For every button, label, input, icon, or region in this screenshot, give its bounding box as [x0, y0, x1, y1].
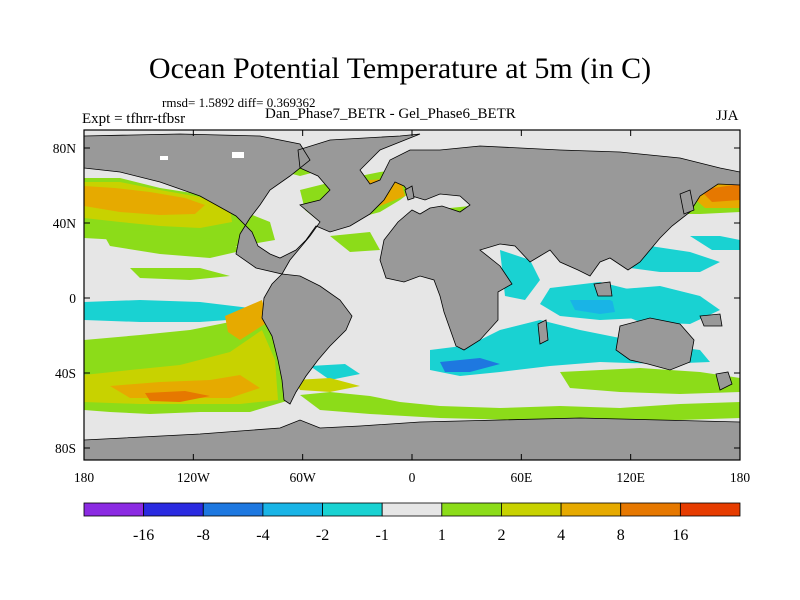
x-tick-label: 180 — [730, 470, 751, 485]
land-antarctica — [84, 417, 740, 460]
y-tick-label: 40S — [55, 366, 76, 381]
x-tick-label: 180 — [74, 470, 95, 485]
anomaly-spac-orange — [110, 375, 260, 398]
y-tick-label: 80S — [55, 441, 76, 456]
land-australia — [615, 317, 695, 371]
season-label: JJA — [716, 108, 739, 124]
anomaly-npac-orange — [84, 186, 205, 215]
colorbar-swatch — [679, 502, 741, 517]
colorbar-swatch — [501, 502, 562, 517]
colorbar-swatch — [202, 502, 264, 517]
anomaly-sio-green — [560, 368, 740, 394]
x-tick-label: 60W — [290, 470, 317, 485]
colorbar-swatch — [83, 502, 145, 517]
land-japan — [679, 189, 695, 215]
colorbar-label: -4 — [256, 527, 269, 544]
y-tick-label: 40N — [53, 216, 77, 231]
colorbar-label: 2 — [497, 527, 505, 544]
anomaly-spac-darkorange — [145, 391, 210, 402]
colorbar-label: -8 — [197, 527, 210, 544]
missing-patch — [232, 152, 244, 158]
colorbar: -16 -8 -4 -2 -1 1 2 4 8 16 — [83, 502, 741, 544]
colorbar-swatch — [381, 502, 443, 517]
y-tick-label: 0 — [69, 291, 76, 306]
anomaly-so-green — [300, 392, 740, 420]
land-new-guinea — [699, 313, 723, 327]
land-madagascar — [537, 319, 549, 345]
latitude-axis: 80N 40N 0 40S 80S — [53, 141, 740, 456]
x-tick-label: 120W — [177, 470, 210, 485]
anomaly-io-blue — [440, 358, 500, 372]
continents — [84, 133, 740, 460]
colorbar-swatch — [441, 502, 502, 517]
colorbar-label: 4 — [557, 527, 565, 544]
anomaly-arabian-cyan — [500, 250, 540, 300]
anomaly-sargasso-green — [330, 232, 380, 252]
missing-data — [160, 152, 244, 160]
colorbar-label: 1 — [438, 527, 446, 544]
colorbar-label: -2 — [316, 527, 329, 544]
anomaly-npac-green-band — [100, 228, 245, 258]
land-new-zealand — [715, 371, 733, 391]
colorbar-swatch — [143, 502, 204, 517]
colorbar-swatch — [620, 502, 681, 517]
anomaly-satl-cyan — [310, 364, 360, 380]
longitude-axis: 180 120W 60W 0 60E 120E 180 — [74, 130, 751, 485]
land-south-america — [261, 273, 353, 405]
anomaly-cpac-green — [130, 268, 230, 280]
rmsd-diff-stats: rmsd= 1.5892 diff= 0.369362 — [162, 95, 316, 110]
land-americas-eurasia-africa — [84, 133, 740, 351]
experiment-label: Expt = tfhrr-tfbsr — [82, 111, 186, 127]
x-tick-label: 120E — [616, 470, 645, 485]
colorbar-label: 16 — [672, 527, 688, 544]
anomaly-indon-cyan — [610, 286, 720, 324]
land-borneo — [593, 281, 613, 297]
anomaly-peru-orange — [225, 300, 268, 340]
colorbar-label: 8 — [617, 527, 625, 544]
case-comparison-label: Dan_Phase7_BETR - Gel_Phase6_BETR — [265, 106, 516, 122]
colorbar-label: -16 — [133, 527, 154, 544]
colorbar-label: -1 — [376, 527, 389, 544]
anomaly-etp-cyan — [84, 300, 255, 322]
missing-patch — [160, 156, 168, 160]
colorbar-swatch — [262, 502, 323, 517]
y-tick-label: 80N — [53, 141, 77, 156]
anomaly-nwpac-cyan — [690, 236, 740, 250]
land-britain — [404, 185, 415, 201]
colorbar-swatch — [322, 502, 383, 517]
x-tick-label: 0 — [409, 470, 416, 485]
x-tick-label: 60E — [510, 470, 532, 485]
anomaly-satl-yellow — [295, 378, 360, 392]
map-area — [84, 130, 740, 460]
plot-title: Ocean Potential Temperature at 5m (in C) — [148, 52, 652, 85]
colorbar-swatch — [560, 502, 622, 517]
